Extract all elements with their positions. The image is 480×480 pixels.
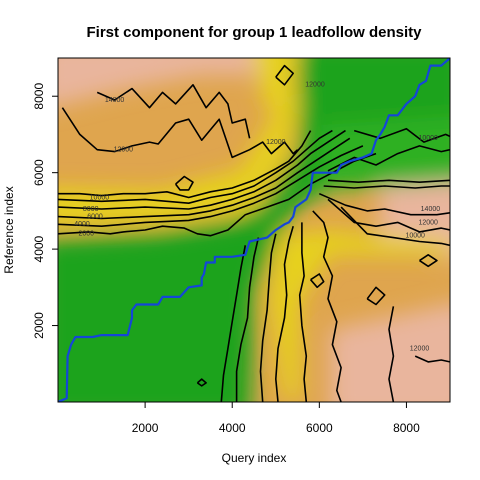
contour-line [414,355,450,363]
contour-line [58,137,351,220]
contour-line [259,233,277,402]
contour-line [174,175,194,191]
contour-label: 14000 [105,97,125,104]
contour-line [96,84,251,139]
plot-frame [57,57,451,403]
contour-lines [58,64,450,402]
contour-line [388,306,395,402]
contour-label: 10000 [418,135,438,142]
contour-line [58,129,346,210]
y-axis: 2000 4000 6000 8000 [32,83,58,339]
contour-label: 8000 [83,206,99,213]
x-axis: 2000 4000 6000 8000 [132,402,420,435]
contour-line [366,286,386,306]
y-tick-label: 8000 [32,83,46,110]
contour-label: 14000 [421,206,441,213]
contour-label: 10000 [90,194,110,201]
contour-line [235,237,260,402]
contour-line [327,179,450,183]
y-tick-label: 6000 [32,159,46,186]
contour-label: 12000 [418,219,438,226]
x-tick-label: 6000 [306,421,333,435]
x-tick-label: 8000 [393,421,420,435]
contour-label: 12000 [266,139,286,146]
contour-line [196,378,207,387]
contour-line [58,130,312,199]
contour-line [309,273,325,289]
contour-line [327,145,450,172]
x-axis-title: Query index [222,451,287,465]
contour-line [323,185,450,189]
y-tick-label: 2000 [32,312,46,339]
contour-line [58,145,364,227]
chart-title: First component for group 1 leadfollow d… [86,24,422,41]
contour-label: 6000 [87,214,103,221]
heatmap-field [58,58,450,402]
contour-line [61,107,299,159]
contour-label: 12000 [410,345,430,352]
contour-line [58,152,377,237]
y-axis-title: Reference index [2,186,16,273]
contour-line [312,210,342,402]
contour-line [340,206,450,247]
contour-label: 12000 [305,82,325,89]
contour-label: 4000 [74,221,90,228]
contour-label: 12000 [114,147,134,154]
contour-line [58,129,333,204]
x-tick-label: 4000 [219,421,246,435]
contour-line [419,254,438,268]
contour-line [275,64,295,86]
y-tick-label: 4000 [32,235,46,262]
contour-line [353,127,450,143]
contour-label: 10000 [405,233,425,240]
contour-label: 2000 [79,231,95,238]
contour-line [318,192,450,216]
alignment-path [58,58,450,402]
contour-line [298,222,308,402]
contour-line [327,198,450,233]
contour-line [220,245,247,402]
x-tick-label: 2000 [132,421,159,435]
contour-line [274,225,294,402]
